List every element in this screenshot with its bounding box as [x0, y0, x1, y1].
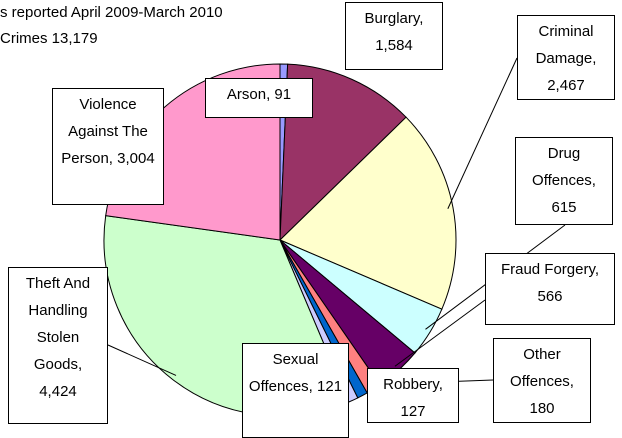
label-value: 127 [400, 403, 426, 420]
label-value: 4,424 [39, 383, 77, 400]
data-label: Violence Against The Person, 3,004 [52, 88, 164, 205]
data-label: Drug Offences, 615 [515, 137, 613, 225]
leader-line [107, 344, 177, 376]
label-category: Sexual Offences, [248, 351, 319, 395]
label-value: 2,467 [547, 77, 585, 94]
label-value: 91 [274, 86, 292, 103]
label-value: 180 [529, 400, 555, 417]
data-label: Arson, 91 [205, 78, 313, 118]
label-category: Criminal Damage, [535, 23, 597, 67]
title-line: Crimes 13,179 [0, 30, 98, 47]
label-category: Fraud Forgery, [500, 261, 600, 278]
label-category: Violence Against The Person, [61, 96, 148, 167]
label-category: Theft And Handling Stolen Goods, [25, 275, 91, 373]
data-label: Burglary, 1,584 [345, 2, 443, 70]
label-category: Arson, [226, 86, 271, 103]
label-category: Drug Offences, [532, 145, 596, 189]
label-category: Burglary, [364, 10, 424, 27]
data-label: Fraud Forgery, 566 [485, 253, 615, 325]
label-value: 615 [551, 199, 577, 216]
data-label: Theft And Handling Stolen Goods, 4,424 [8, 267, 108, 424]
leader-line [394, 299, 486, 367]
data-label: Sexual Offences, 121 [242, 343, 349, 438]
data-label: Robbery, 127 [367, 368, 459, 423]
title-line: s reported April 2009-March 2010 [0, 4, 223, 21]
label-value: 121 [317, 378, 343, 395]
data-label: Other Offences, 180 [493, 338, 591, 423]
label-value: 1,584 [375, 37, 413, 54]
label-value: 3,004 [117, 150, 155, 167]
pie-slice [279, 116, 457, 310]
data-label: Criminal Damage, 2,467 [517, 15, 615, 100]
label-category: Other Offences, [510, 346, 574, 390]
label-category: Robbery, [383, 376, 443, 393]
leader-line [447, 57, 518, 209]
label-value: 566 [537, 288, 563, 305]
